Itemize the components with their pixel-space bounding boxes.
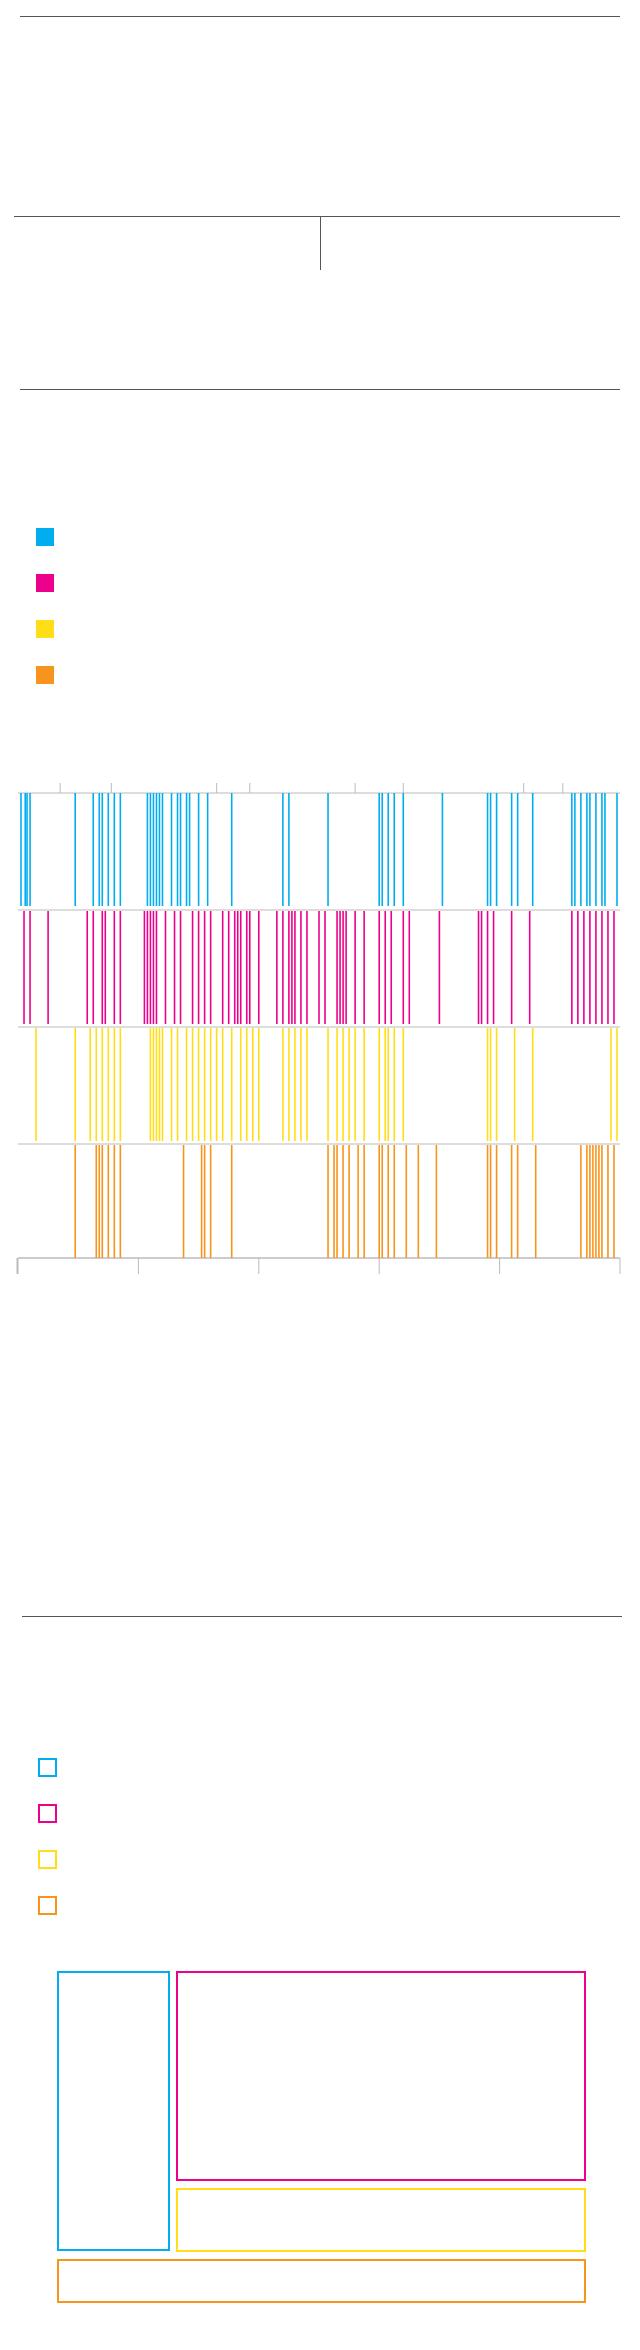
legend-swatch-orange — [36, 666, 54, 684]
treemap-rect-orange — [57, 2259, 586, 2303]
legend-swatch-yellow — [36, 620, 54, 638]
barcode-axes — [16, 783, 621, 1274]
treemap-section-rule — [22, 1616, 622, 1617]
treemap-rect-magenta — [176, 1971, 586, 2181]
legend-swatch-cyan — [36, 528, 54, 546]
barcode-chart — [16, 783, 621, 1274]
legend-outline-swatch-magenta — [38, 1804, 57, 1823]
chart-section-rule — [20, 389, 620, 390]
section-rule — [14, 216, 620, 217]
legend-outline-swatch-cyan — [38, 1758, 57, 1777]
column-divider — [320, 216, 321, 270]
barcode-bars — [20, 793, 618, 1258]
top-rule — [20, 16, 620, 17]
treemap-rect-yellow — [176, 2188, 586, 2252]
legend-swatch-magenta — [36, 574, 54, 592]
legend-outline-swatch-yellow — [38, 1850, 57, 1869]
treemap-rect-cyan — [57, 1971, 170, 2251]
legend-outline-swatch-orange — [38, 1896, 57, 1915]
